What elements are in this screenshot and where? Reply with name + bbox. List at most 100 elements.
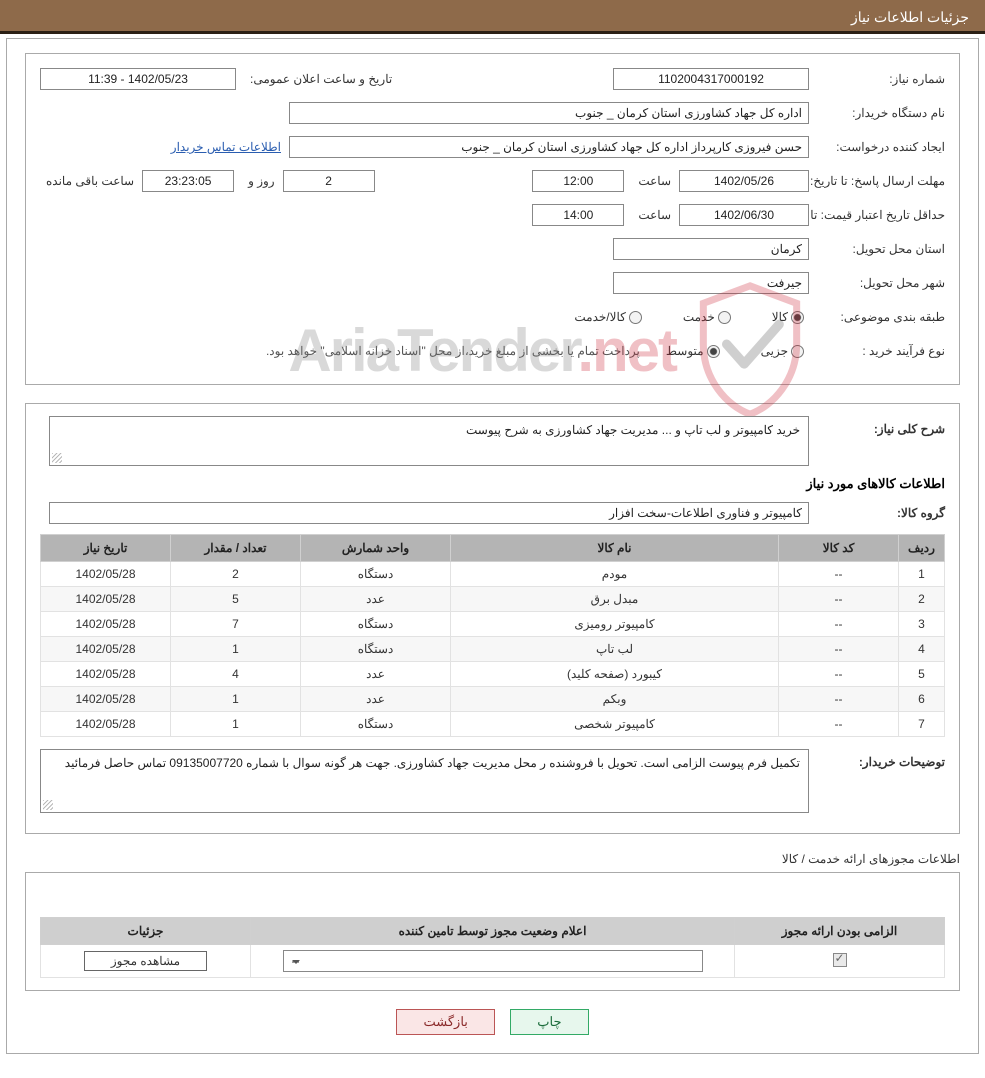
col-qty: تعداد / مقدار [171,535,301,562]
col-code: کد کالا [779,535,899,562]
class-opt-1: خدمت [683,310,715,324]
general-desc-label: شرح کلی نیاز: [815,416,945,436]
class-opt-0: کالا [772,310,788,324]
table-row: 5--کیبورد (صفحه کلید)عدد41402/05/28 [41,662,945,687]
buyer-org-label: نام دستگاه خریدار: [815,106,945,120]
cell-name: کیبورد (صفحه کلید) [451,662,779,687]
cell-code: -- [779,562,899,587]
buyer-note-label: توضیحات خریدار: [815,749,945,769]
class-radio-both[interactable] [629,311,642,324]
col-date: تاریخ نیاز [41,535,171,562]
cell-qty: 4 [171,662,301,687]
cell-name: کامپیوتر رومیزی [451,612,779,637]
group-label: گروه کالا: [815,506,945,520]
page-header: جزئیات اطلاعات نیاز [0,0,985,34]
remain-days-word: روز و [248,174,275,188]
cell-code: -- [779,637,899,662]
class-label: طبقه بندی موضوعی: [815,310,945,324]
validity-time-field: 14:00 [532,204,624,226]
class-opt-2: کالا/خدمت [574,310,625,324]
cell-date: 1402/05/28 [41,687,171,712]
cell-unit: دستگاه [301,612,451,637]
license-row: -- مشاهده مجوز [41,945,945,978]
announce-label: تاریخ و ساعت اعلان عمومی: [250,72,392,86]
cell-date: 1402/05/28 [41,662,171,687]
cell-code: -- [779,687,899,712]
resize-handle-icon [52,453,62,463]
license-title: اطلاعات مجوزهای ارائه خدمت / کالا [25,852,960,866]
purchase-opt-0: جزیی [761,344,788,358]
need-no-label: شماره نیاز: [815,72,945,86]
cell-code: -- [779,612,899,637]
cell-name: وبکم [451,687,779,712]
main-frame: AriaTender.net شماره نیاز: 1102004317000… [6,38,979,1054]
cell-idx: 4 [899,637,945,662]
status-select-value: -- [292,954,300,968]
requester-field: حسن فیروزی کارپرداز اداره کل جهاد کشاورز… [289,136,809,158]
purchase-radio-minor[interactable] [791,345,804,358]
items-table: ردیف کد کالا نام کالا واحد شمارش تعداد /… [40,534,945,737]
deadline-date-field: 1402/05/26 [679,170,809,192]
deadline-time-field: 12:00 [532,170,624,192]
cell-code: -- [779,662,899,687]
city-label: شهر محل تحویل: [815,276,945,290]
resize-handle-icon [43,800,53,810]
need-no-field: 1102004317000192 [613,68,809,90]
class-radio-goods[interactable] [791,311,804,324]
cell-date: 1402/05/28 [41,587,171,612]
contact-link[interactable]: اطلاعات تماس خریدار [171,140,281,154]
buyer-note-text: تکمیل فرم پیوست الزامی است. تحویل با فرو… [65,756,800,770]
group-field: کامپیوتر و فناوری اطلاعات-سخت افزار [49,502,809,524]
lic-col-1: اعلام وضعیت مجوز توسط تامین کننده [251,918,735,945]
buyer-org-field: اداره کل جهاد کشاورزی استان کرمان _ جنوب [289,102,809,124]
remain-days-field: 2 [283,170,375,192]
print-button[interactable]: چاپ [510,1009,588,1035]
province-label: استان محل تحویل: [815,242,945,256]
cell-qty: 5 [171,587,301,612]
general-desc-text: خرید کامپیوتر و لب تاپ و ... مدیریت جهاد… [466,423,800,437]
desc-section: شرح کلی نیاز: خرید کامپیوتر و لب تاپ و .… [25,403,960,834]
cell-date: 1402/05/28 [41,562,171,587]
table-row: 2--مبدل برقعدد51402/05/28 [41,587,945,612]
requester-label: ایجاد کننده درخواست: [815,140,945,154]
validity-date-field: 1402/06/30 [679,204,809,226]
cell-qty: 7 [171,612,301,637]
view-license-button[interactable]: مشاهده مجوز [84,951,207,971]
page-title: جزئیات اطلاعات نیاز [851,9,969,25]
mandatory-checkbox[interactable] [833,953,847,967]
class-radio-service[interactable] [718,311,731,324]
cell-code: -- [779,712,899,737]
status-select[interactable]: -- [283,950,703,972]
time-label-2: ساعت [638,208,671,222]
cell-unit: دستگاه [301,562,451,587]
remain-suffix: ساعت باقی مانده [46,174,134,188]
col-idx: ردیف [899,535,945,562]
items-title: اطلاعات کالاهای مورد نیاز [40,476,945,492]
cell-unit: دستگاه [301,637,451,662]
purchase-type-label: نوع فرآیند خرید : [815,344,945,358]
table-row: 1--مودمدستگاه21402/05/28 [41,562,945,587]
action-buttons: چاپ بازگشت [25,1009,960,1035]
remain-time-field: 23:23:05 [142,170,234,192]
purchase-note: پرداخت تمام یا بخشی از مبلغ خرید،از محل … [266,344,640,358]
cell-idx: 6 [899,687,945,712]
city-field: جیرفت [613,272,809,294]
back-button[interactable]: بازگشت [396,1009,494,1035]
cell-idx: 1 [899,562,945,587]
purchase-radio-medium[interactable] [707,345,720,358]
table-row: 3--کامپیوتر رومیزیدستگاه71402/05/28 [41,612,945,637]
cell-idx: 5 [899,662,945,687]
cell-qty: 1 [171,687,301,712]
cell-unit: عدد [301,662,451,687]
province-field: کرمان [613,238,809,260]
cell-unit: عدد [301,687,451,712]
col-name: نام کالا [451,535,779,562]
info-section: شماره نیاز: 1102004317000192 تاریخ و ساع… [25,53,960,385]
cell-idx: 7 [899,712,945,737]
lic-col-2: جزئیات [41,918,251,945]
general-desc-field: خرید کامپیوتر و لب تاپ و ... مدیریت جهاد… [49,416,809,466]
cell-date: 1402/05/28 [41,612,171,637]
purchase-opt-1: متوسط [666,344,704,358]
cell-name: لب تاپ [451,637,779,662]
cell-qty: 2 [171,562,301,587]
